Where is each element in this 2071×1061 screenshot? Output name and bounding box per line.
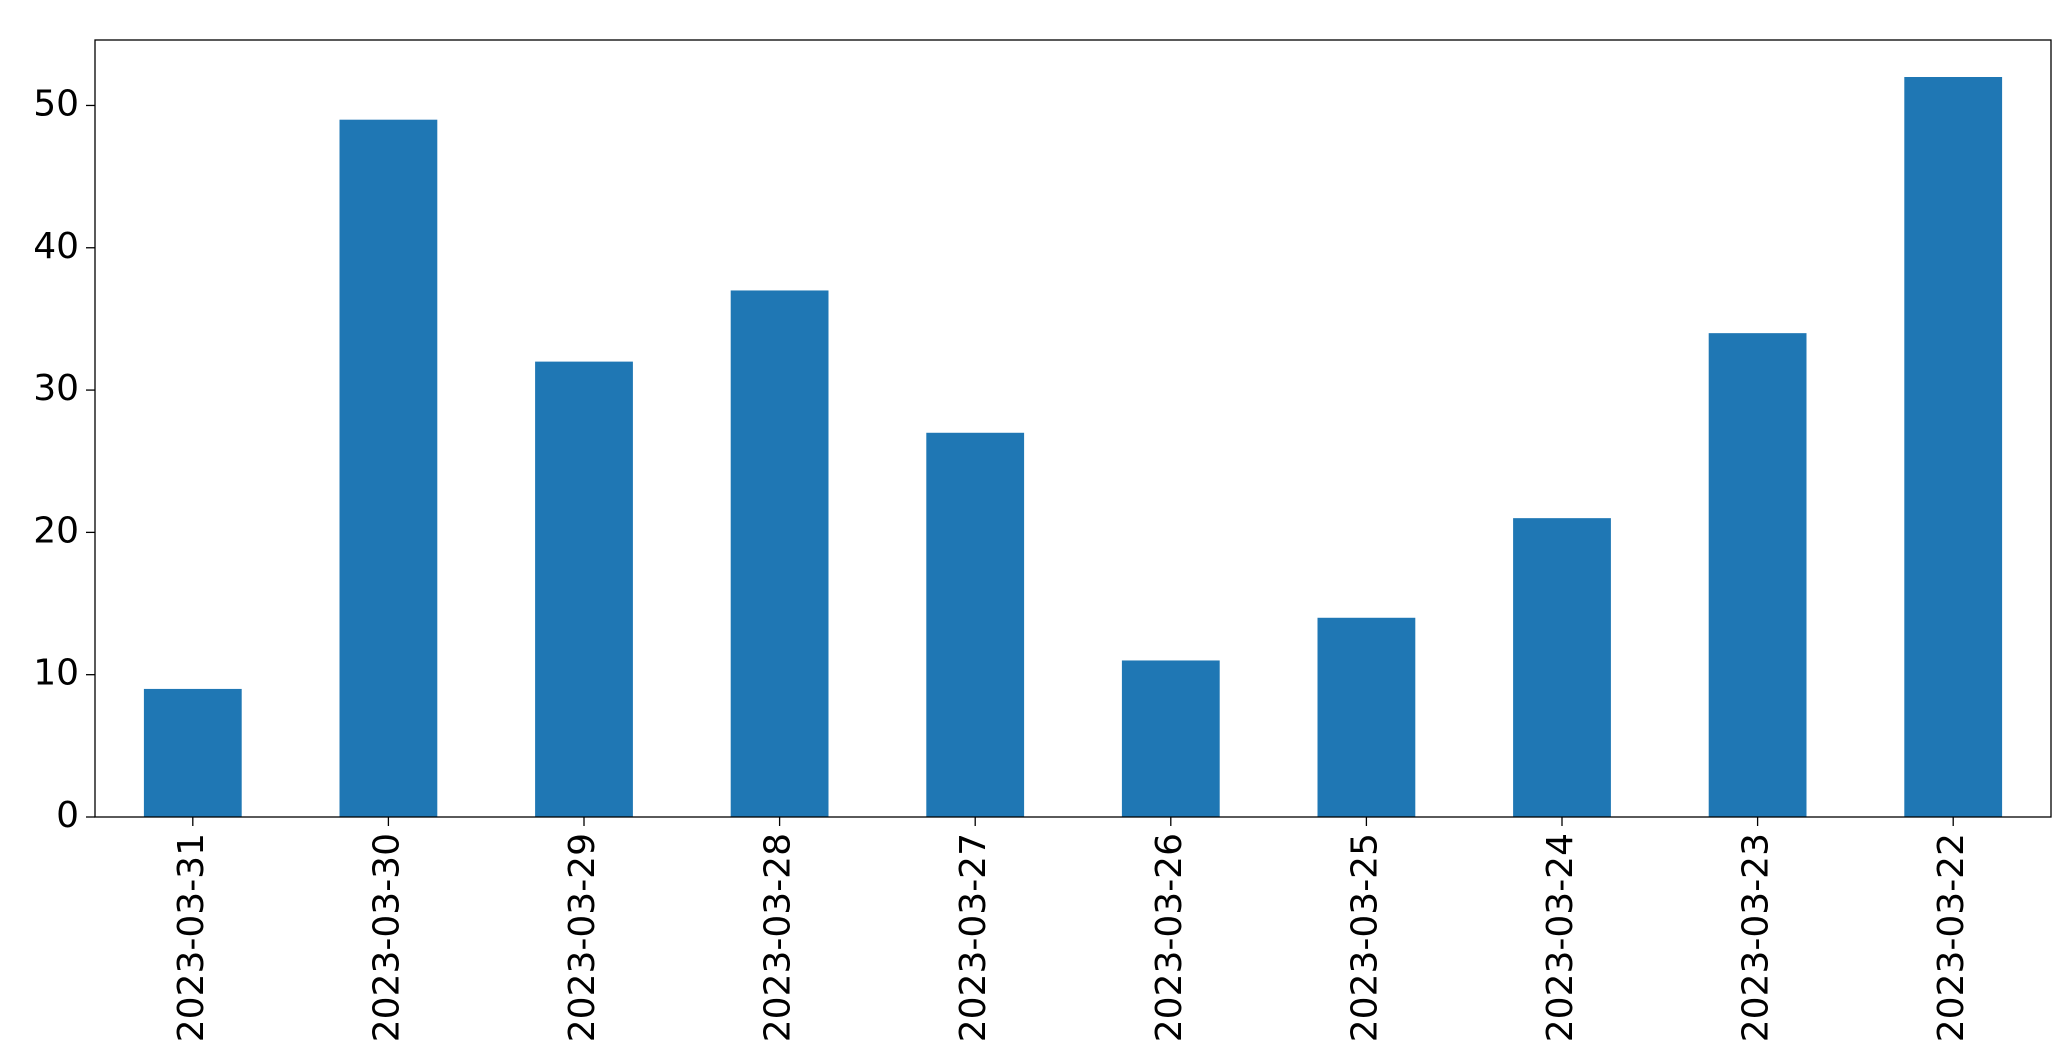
y-tick-label: 40 — [33, 226, 79, 267]
y-tick-label: 20 — [33, 510, 79, 551]
x-tick-label: 2023-03-31 — [171, 833, 212, 1042]
bar — [1904, 77, 2003, 817]
x-tick-label: 2023-03-22 — [1931, 833, 1972, 1042]
bar — [535, 361, 633, 817]
bar — [1708, 333, 1807, 817]
y-tick-label: 30 — [33, 368, 79, 409]
plot-frame — [94, 39, 2052, 818]
x-tick-label: 2023-03-27 — [953, 833, 994, 1042]
x-tick-label: 2023-03-23 — [1736, 833, 1777, 1042]
x-tick-label: 2023-03-25 — [1344, 833, 1385, 1042]
bar — [730, 290, 829, 817]
x-tick-label: 2023-03-26 — [1149, 833, 1190, 1042]
y-tick-label: 10 — [33, 653, 79, 694]
bar — [926, 432, 1025, 817]
bar — [1513, 518, 1611, 817]
bar — [339, 119, 438, 817]
x-tick-label: 2023-03-30 — [366, 833, 407, 1042]
x-tick-label: 2023-03-24 — [1540, 833, 1581, 1042]
bar — [143, 688, 242, 817]
x-tick-label: 2023-03-28 — [758, 833, 799, 1042]
x-tick-label: 2023-03-29 — [562, 833, 603, 1042]
bar — [1317, 617, 1416, 817]
y-tick-label: 0 — [56, 795, 79, 836]
bar — [1121, 660, 1220, 817]
y-tick-label: 50 — [33, 83, 79, 124]
